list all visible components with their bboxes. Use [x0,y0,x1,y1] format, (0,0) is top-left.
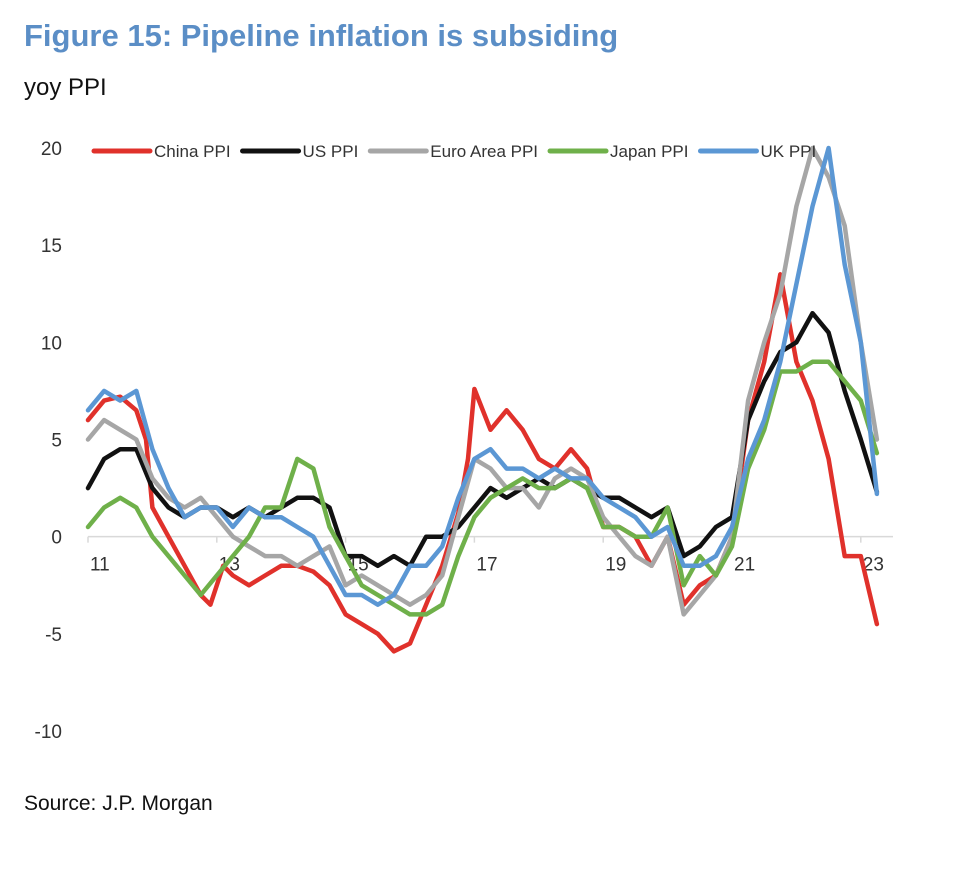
legend: China PPI US PPI Euro Area PPI Japan PPI UK … [91,142,816,161]
line-chart: 20 15 10 5 0 -5 -10 11 13 15 17 19 21 23 China PPI US… [35,139,893,743]
source-note: Source: J.P. Morgan [24,792,213,815]
y-tick-label: 10 [41,333,62,354]
x-axis-ticks: 11 13 15 17 19 21 23 [87,536,884,576]
series-line-euro-area-ppi [85,145,880,617]
legend-label-us-ppi: US PPI [303,142,359,161]
legend-label-euro-area-ppi: Euro Area PPI [430,142,538,161]
x-tick-label: 11 [90,555,110,576]
legend-label-china-ppi: China PPI [154,142,231,161]
y-tick-label: -10 [35,722,62,743]
y-tick-label: -5 [45,625,62,646]
y-tick-label: 15 [41,236,62,257]
series-line-uk-ppi [85,145,880,607]
chart-title: Figure 15: Pipeline inflation is subsidi… [24,18,619,53]
x-tick-label: 17 [476,555,497,576]
x-tick-label: 21 [734,555,755,576]
series-line-japan-ppi [85,359,880,617]
legend-label-uk-ppi: UK PPI [760,142,816,161]
chart-subtitle: yoy PPI [24,74,107,101]
x-tick-label: 13 [219,555,240,576]
legend-label-japan-ppi: Japan PPI [610,142,688,161]
series-lines [85,145,880,654]
x-tick-label: 23 [863,555,884,576]
y-tick-label: 0 [51,528,62,549]
y-tick-label: 5 [51,431,62,452]
x-tick-label: 19 [605,555,626,576]
y-axis-ticks: 20 15 10 5 0 -5 -10 [35,139,62,743]
y-tick-label: 20 [41,139,62,160]
